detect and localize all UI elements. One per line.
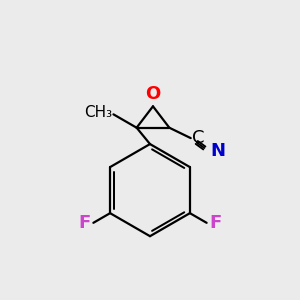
Text: N: N (210, 142, 225, 160)
Text: F: F (210, 214, 222, 232)
Text: C: C (192, 128, 205, 146)
Text: O: O (145, 85, 160, 103)
Text: F: F (78, 214, 90, 232)
Text: CH₃: CH₃ (84, 105, 112, 120)
